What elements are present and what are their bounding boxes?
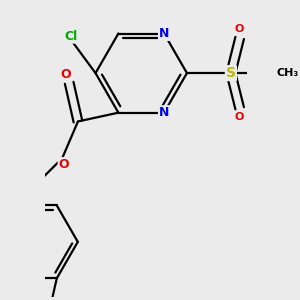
Text: O: O <box>60 68 71 80</box>
Text: O: O <box>235 112 244 122</box>
Text: O: O <box>58 158 69 171</box>
Text: N: N <box>159 106 169 119</box>
Text: CH₃: CH₃ <box>277 68 299 78</box>
Text: Cl: Cl <box>64 30 77 43</box>
Text: O: O <box>235 24 244 34</box>
Text: N: N <box>159 27 169 40</box>
Text: S: S <box>226 66 236 80</box>
